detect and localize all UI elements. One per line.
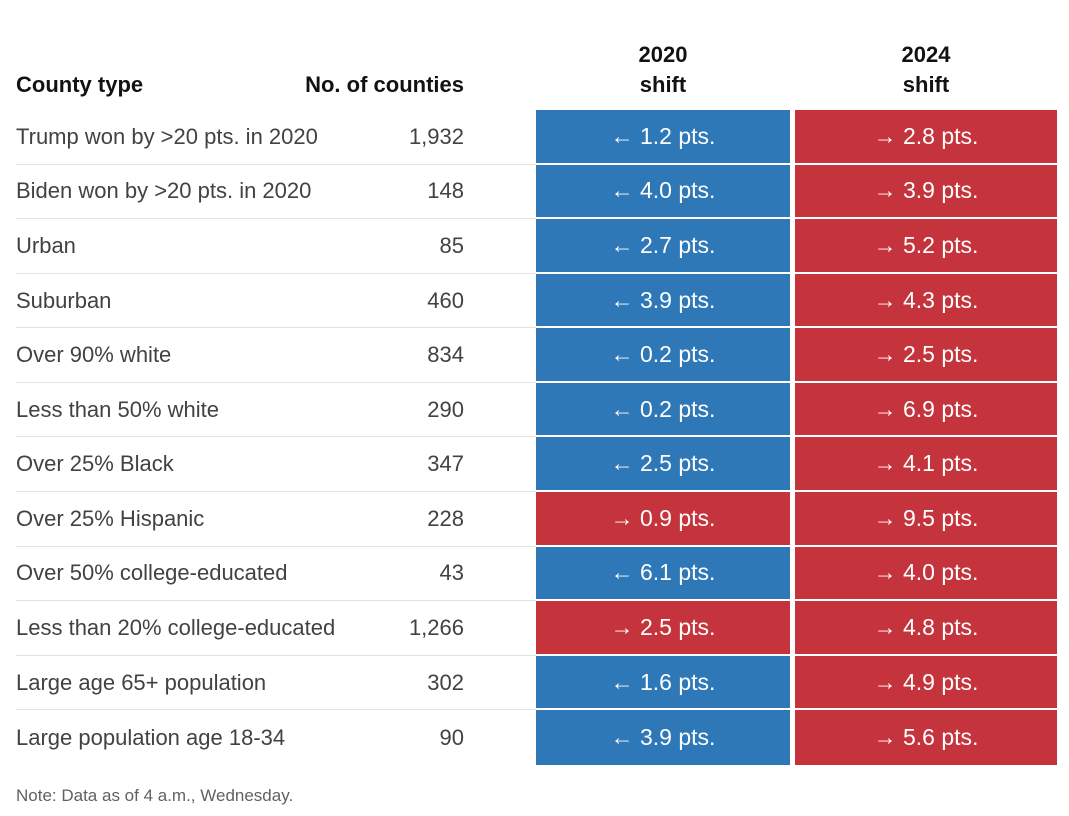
row-label: Less than 20% college-educated bbox=[16, 601, 364, 656]
shift-2020-cell: ← 1.6 pts. bbox=[536, 655, 790, 711]
row-spacer bbox=[464, 110, 536, 165]
column-gap bbox=[790, 382, 795, 438]
shift-2024-cell: → 9.5 pts. bbox=[795, 492, 1057, 547]
row-spacer bbox=[464, 710, 536, 765]
table-row: Over 50% college-educated 43 ← 6.1 pts. … bbox=[16, 546, 1057, 602]
shift-2020-cell: ← 1.2 pts. bbox=[536, 110, 790, 165]
table-row: Biden won by >20 pts. in 2020 148 ← 4.0 … bbox=[16, 164, 1057, 220]
row-spacer bbox=[464, 437, 536, 493]
county-count: 302 bbox=[364, 656, 464, 711]
shift-2020-cell: ← 2.7 pts. bbox=[536, 219, 790, 274]
county-count: 290 bbox=[364, 383, 464, 438]
shift-2020-cell: ← 3.9 pts. bbox=[536, 710, 790, 765]
shift-2024-cell: → 4.3 pts. bbox=[795, 273, 1057, 329]
shift-2024-cell: → 2.8 pts. bbox=[795, 110, 1057, 165]
shift-2020-cell: ← 4.0 pts. bbox=[536, 164, 790, 220]
shift-2020-cell: → 2.5 pts. bbox=[536, 601, 790, 656]
row-label: Urban bbox=[16, 219, 364, 274]
table-row: Trump won by >20 pts. in 2020 1,932 ← 1.… bbox=[16, 110, 1057, 165]
row-label: Suburban bbox=[16, 274, 364, 329]
row-spacer bbox=[464, 328, 536, 383]
column-gap bbox=[790, 546, 795, 602]
shift-2020-cell: ← 6.1 pts. bbox=[536, 546, 790, 602]
table-row: Urban 85 ← 2.7 pts. → 5.2 pts. bbox=[16, 219, 1057, 274]
shift-2024-cell: → 5.6 pts. bbox=[795, 710, 1057, 765]
table-row: Less than 20% college-educated 1,266 → 2… bbox=[16, 601, 1057, 656]
county-count: 148 bbox=[364, 165, 464, 220]
table-row: Large age 65+ population 302 ← 1.6 pts. … bbox=[16, 655, 1057, 711]
shift-2024-cell: → 3.9 pts. bbox=[795, 164, 1057, 220]
column-gap bbox=[790, 601, 795, 656]
county-count: 347 bbox=[364, 437, 464, 493]
shift-2024-cell: → 4.1 pts. bbox=[795, 437, 1057, 493]
county-count: 43 bbox=[364, 547, 464, 602]
county-count: 228 bbox=[364, 492, 464, 547]
column-gap bbox=[790, 219, 795, 274]
row-label: Over 25% Hispanic bbox=[16, 492, 364, 547]
table-row: Over 25% Black 347 ← 2.5 pts. → 4.1 pts. bbox=[16, 437, 1057, 493]
column-gap bbox=[790, 492, 795, 547]
table-header-row: County type No. of counties 2020 shift 2… bbox=[16, 30, 1057, 110]
county-count: 90 bbox=[439, 724, 464, 750]
row-spacer bbox=[464, 383, 536, 438]
row-spacer bbox=[464, 492, 536, 547]
table-row: Over 25% Hispanic 228 → 0.9 pts. → 9.5 p… bbox=[16, 492, 1057, 547]
shift-2020-cell: ← 0.2 pts. bbox=[536, 382, 790, 438]
column-gap bbox=[790, 273, 795, 329]
table-row: Large population age 18-34 90 ← 3.9 pts.… bbox=[16, 710, 1057, 765]
shift-2020-cell: ← 0.2 pts. bbox=[536, 328, 790, 383]
row-label: Large age 65+ population bbox=[16, 656, 364, 711]
shift-table: County type No. of counties 2020 shift 2… bbox=[16, 30, 1057, 765]
row-label: Less than 50% white bbox=[16, 383, 364, 438]
shift-2024-cell: → 4.0 pts. bbox=[795, 546, 1057, 602]
column-gap bbox=[790, 110, 795, 165]
row-spacer bbox=[464, 165, 536, 220]
header-left-group: County type No. of counties bbox=[16, 70, 464, 110]
county-count: 460 bbox=[364, 274, 464, 329]
row-spacer bbox=[464, 547, 536, 602]
header-2024-shift: 2024 shift bbox=[901, 42, 951, 97]
header-county-type: County type bbox=[16, 72, 144, 97]
row-label: Large population age 18-34 bbox=[16, 724, 286, 750]
shift-2020-cell: ← 2.5 pts. bbox=[536, 437, 790, 493]
shift-2024-cell: → 2.5 pts. bbox=[795, 328, 1057, 383]
column-gap bbox=[790, 437, 795, 493]
row-label: Trump won by >20 pts. in 2020 bbox=[16, 110, 364, 165]
table-row: Less than 50% white 290 ← 0.2 pts. → 6.9… bbox=[16, 382, 1057, 438]
footnote: Note: Data as of 4 a.m., Wednesday. bbox=[16, 786, 294, 805]
county-count: 1,266 bbox=[364, 601, 464, 656]
shift-2024-cell: → 4.8 pts. bbox=[795, 601, 1057, 656]
row-spacer bbox=[464, 274, 536, 329]
row-spacer bbox=[464, 219, 536, 274]
county-count: 85 bbox=[364, 219, 464, 274]
column-gap bbox=[790, 164, 795, 220]
shift-2024-cell: → 4.9 pts. bbox=[795, 655, 1057, 711]
shift-2024-cell: → 6.9 pts. bbox=[795, 382, 1057, 438]
county-count: 1,932 bbox=[364, 110, 464, 165]
column-gap bbox=[790, 710, 795, 765]
row-label: Over 90% white bbox=[16, 328, 364, 383]
county-count: 834 bbox=[364, 328, 464, 383]
row-label: Biden won by >20 pts. in 2020 bbox=[16, 165, 364, 220]
row-label: Over 50% college-educated bbox=[16, 547, 364, 602]
column-gap bbox=[790, 328, 795, 383]
row-label: Over 25% Black bbox=[16, 437, 364, 493]
table-row: Suburban 460 ← 3.9 pts. → 4.3 pts. bbox=[16, 273, 1057, 329]
shift-2024-cell: → 5.2 pts. bbox=[795, 219, 1057, 274]
column-gap bbox=[790, 655, 795, 711]
shift-2020-cell: → 0.9 pts. bbox=[536, 492, 790, 547]
row-spacer bbox=[464, 601, 536, 656]
header-no-of-counties: No. of counties bbox=[305, 72, 464, 97]
row-spacer bbox=[464, 656, 536, 711]
shift-2020-cell: ← 3.9 pts. bbox=[536, 273, 790, 329]
table-row: Over 90% white 834 ← 0.2 pts. → 2.5 pts. bbox=[16, 328, 1057, 383]
header-2020-shift: 2020 shift bbox=[638, 42, 688, 97]
